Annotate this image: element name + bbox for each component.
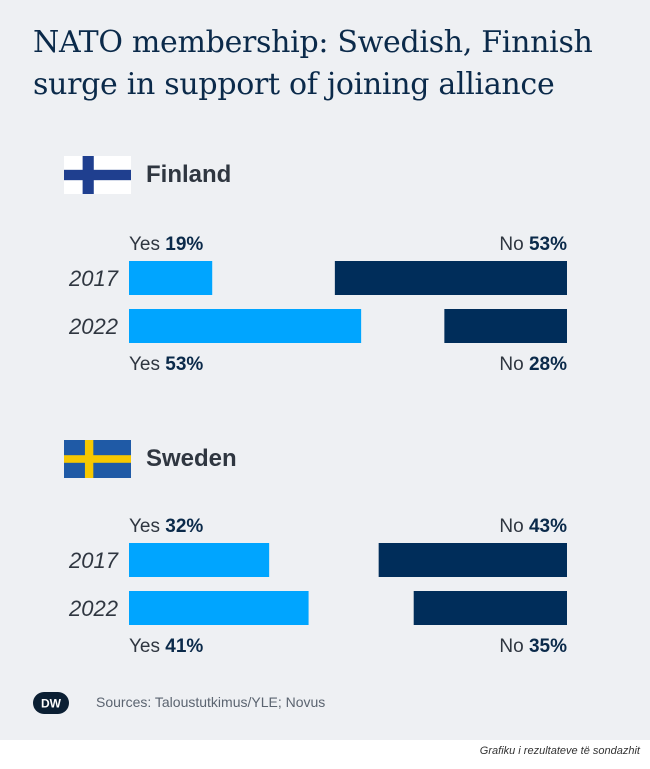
sweden-yes-bar-2017 [129,543,270,577]
source-note: Sources: Taloustutkimus/YLE; Novus [96,694,326,710]
sweden-yes-bar-2022 [129,591,309,625]
finland-yes-bar-2022 [129,309,362,343]
finland-no-bar-2017 [334,261,567,295]
dw-logo-icon: DW [33,692,69,714]
sweden-year-label-2022: 2022 [68,596,118,621]
finland-flag-icon [64,156,131,194]
finland-year-label-2022: 2022 [68,314,118,339]
finland-no-label-2022: No 28% [499,354,567,375]
sweden-yes-label-2017: Yes 32% [129,516,203,537]
sweden-label: Sweden [146,445,237,472]
finland-no-bar-2022 [444,309,567,343]
chart-title: NATO membership: Swedish, Finnish surge … [33,25,593,102]
finland-label: Finland [146,161,232,188]
sweden-no-label-2017: No 43% [499,516,567,537]
sweden-no-bar-2022 [413,591,567,625]
finland-yes-label-2022: Yes 53% [129,354,203,375]
sweden-flag-icon [64,440,131,478]
finland-yes-bar-2017 [129,261,213,295]
image-caption: Grafiku i rezultateve të sondazhit [479,745,640,757]
finland-yes-label-2017: Yes 19% [129,234,203,255]
finland-no-label-2017: No 53% [499,234,567,255]
finland-year-label-2017: 2017 [68,266,119,291]
chart-card: NATO membership: Swedish, Finnish surge … [0,0,650,740]
sweden-year-label-2017: 2017 [68,548,119,573]
sweden-no-label-2022: No 35% [499,636,567,657]
bar-chart: 2017 Yes 19% No 53% 2022 Yes 53% No 28% 2017 Ye… [68,234,567,657]
svg-text:DW: DW [41,697,62,711]
sweden-no-bar-2017 [378,543,567,577]
sweden-yes-label-2022: Yes 41% [129,636,203,657]
